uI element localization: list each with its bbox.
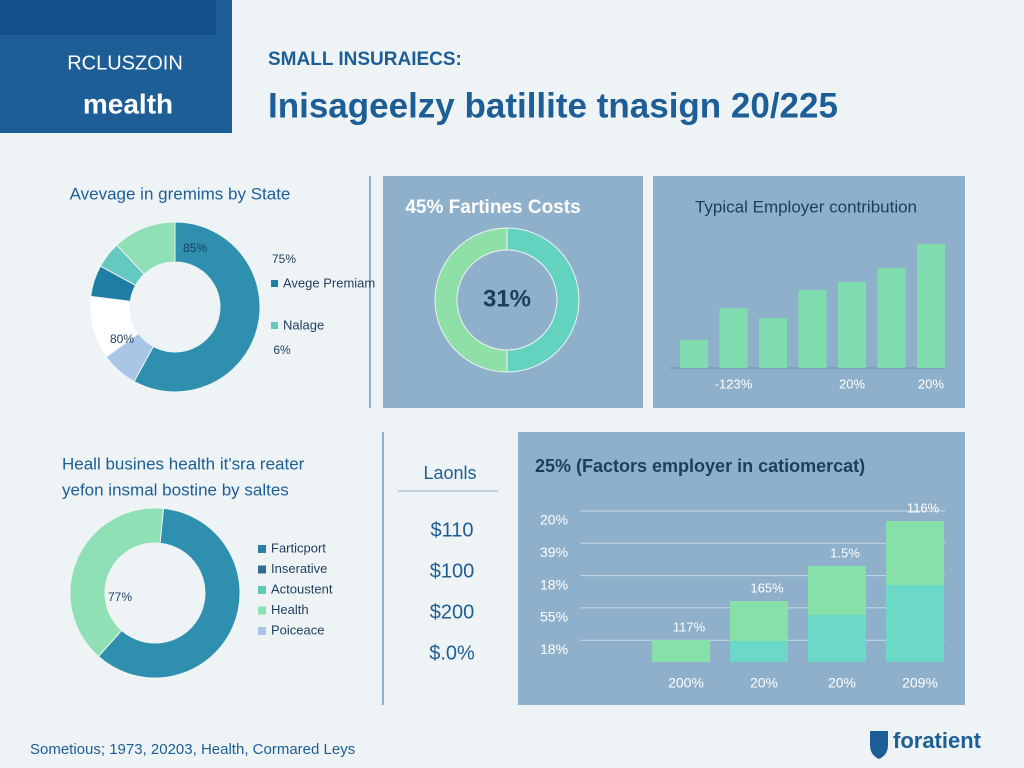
page-title: Inisageelzy batillite tnasign 20/225: [268, 86, 838, 125]
table-cell: $100: [430, 560, 475, 582]
legend-swatch: [258, 586, 266, 594]
bar-segment: [730, 641, 788, 662]
donut-segment: [506, 227, 580, 373]
y-label: 18%: [540, 576, 568, 592]
bar-segment: [808, 566, 866, 615]
panel: [383, 432, 510, 705]
bar: [838, 282, 866, 368]
brand-strip: [0, 0, 216, 35]
donut-segment: [116, 221, 176, 275]
legend-label: Avege Premiam: [283, 275, 375, 290]
kicker: SMALL INSURAIECS:: [268, 49, 462, 70]
annotation: 85%: [183, 241, 207, 255]
panel-title: 45% Fartines Costs: [405, 197, 580, 218]
value-label: 117%: [673, 619, 706, 634]
legend-swatch: [258, 627, 266, 635]
x-label: 20%: [750, 675, 778, 691]
annotation: 80%: [110, 332, 134, 346]
legend-label: Health: [271, 602, 309, 617]
panel-title: 25% (Factors employer in catiomercat): [535, 456, 865, 476]
annotation: 6%: [273, 343, 291, 357]
x-label: 200%: [668, 675, 704, 691]
x-label: -123%: [715, 376, 753, 391]
brand: mealth: [83, 88, 173, 119]
y-label: 20%: [540, 512, 568, 528]
panel-title: yefon insmal bostine by saltes: [62, 480, 289, 499]
annotation: 75%: [272, 252, 296, 266]
x-label: 20%: [918, 376, 944, 391]
bar: [719, 308, 748, 368]
bar: [680, 340, 708, 368]
footer-note: Sometious; 1973, 20203, Health, Cormared…: [30, 741, 355, 758]
y-label: 39%: [540, 544, 568, 560]
x-label: 209%: [902, 675, 938, 691]
logo-icon: [870, 731, 888, 759]
donut-segment: [133, 221, 261, 393]
value-label: 165%: [750, 580, 784, 595]
donut-segment: [69, 507, 165, 658]
legend-label: Inserative: [271, 561, 327, 576]
table-cell: $200: [430, 601, 475, 623]
table-cell: $.0%: [429, 642, 475, 664]
bar: [798, 290, 827, 368]
logo: foratient: [893, 728, 982, 753]
panel-title: Laonls: [423, 463, 476, 483]
legend-label: Nalage: [283, 317, 324, 332]
legend-label: Poiceace: [271, 622, 324, 637]
panel-title: Typical Employer contribution: [695, 197, 917, 216]
bar: [877, 268, 906, 368]
bar-segment: [730, 601, 788, 641]
bar: [917, 244, 945, 368]
panel-title: Heall busines health it'sra reater: [62, 454, 305, 473]
bar-segment: [886, 521, 944, 585]
legend-label: Farticport: [271, 540, 326, 555]
y-label: 18%: [540, 641, 568, 657]
brand-top: RCLUSZOIN: [67, 52, 183, 74]
table-cell: $110: [430, 519, 473, 541]
donut-segment: [97, 507, 241, 679]
legend-swatch: [258, 545, 266, 553]
legend-swatch: [258, 565, 266, 574]
value-label: 116%: [907, 500, 940, 515]
legend-swatch: [271, 322, 278, 329]
legend-swatch: [271, 280, 278, 287]
bar: [759, 318, 787, 368]
bar-segment: [886, 585, 944, 662]
y-label: 55%: [540, 609, 568, 625]
annotation: 77%: [108, 590, 132, 604]
bar-segment: [808, 615, 866, 662]
x-label: 20%: [828, 675, 856, 691]
x-label: 20%: [839, 376, 865, 391]
bar-segment: [652, 640, 710, 662]
panel-title: Avevage in gremims by State: [70, 184, 291, 203]
legend-swatch: [258, 606, 266, 615]
legend-label: Actoustent: [271, 581, 333, 596]
center-label: 31%: [483, 285, 531, 312]
donut-segment: [434, 227, 508, 373]
value-label: 1.5%: [830, 545, 860, 560]
